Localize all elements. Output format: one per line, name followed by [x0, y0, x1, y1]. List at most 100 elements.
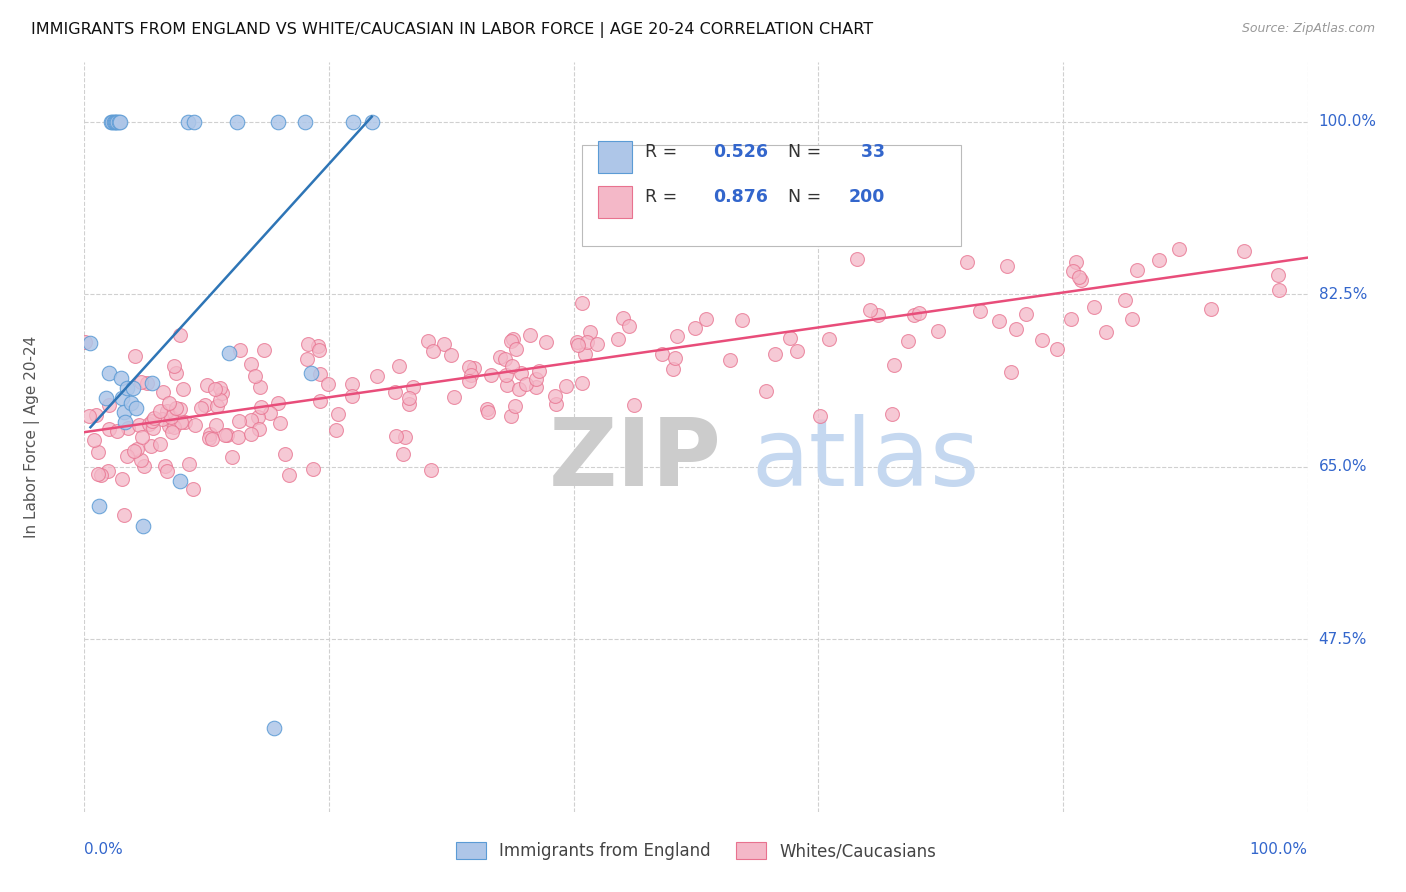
- Point: [214, 428, 236, 442]
- Point: [606, 332, 628, 346]
- Point: [295, 351, 318, 366]
- Point: [1069, 269, 1091, 284]
- Point: [162, 359, 184, 374]
- Point: [477, 402, 499, 417]
- Point: [586, 337, 609, 351]
- Point: [394, 429, 416, 443]
- Point: [149, 404, 172, 418]
- Point: [510, 366, 533, 380]
- Point: [183, 417, 205, 432]
- Point: [190, 401, 212, 416]
- Point: [226, 114, 249, 128]
- Point: [495, 368, 517, 382]
- Point: [152, 384, 174, 399]
- Point: [565, 334, 588, 349]
- Point: [664, 351, 686, 365]
- Point: [143, 410, 166, 425]
- Point: [1000, 365, 1022, 379]
- Point: [97, 464, 120, 478]
- Point: [174, 416, 197, 430]
- Point: [156, 403, 179, 417]
- Point: [1062, 264, 1084, 278]
- Point: [98, 422, 121, 436]
- Point: [245, 369, 267, 384]
- Point: [755, 384, 778, 398]
- Point: [217, 427, 239, 442]
- Point: [181, 483, 204, 497]
- Point: [1114, 293, 1136, 307]
- Point: [263, 721, 285, 735]
- Point: [172, 382, 194, 396]
- Point: [226, 430, 249, 444]
- Point: [1064, 255, 1087, 269]
- Point: [544, 397, 567, 411]
- Point: [79, 336, 101, 351]
- Point: [132, 459, 155, 474]
- Text: 100.0%: 100.0%: [1319, 114, 1376, 129]
- Point: [880, 407, 903, 421]
- Point: [623, 398, 645, 412]
- Point: [247, 422, 270, 436]
- Point: [169, 475, 191, 489]
- Point: [115, 381, 138, 395]
- Point: [240, 426, 263, 441]
- Point: [101, 114, 124, 128]
- Point: [131, 430, 153, 444]
- Point: [253, 343, 276, 358]
- Point: [97, 398, 120, 412]
- Point: [479, 368, 502, 382]
- Point: [524, 380, 547, 394]
- Point: [169, 328, 191, 343]
- Point: [125, 401, 148, 415]
- Point: [105, 114, 128, 128]
- Point: [416, 334, 439, 348]
- Point: [460, 368, 482, 382]
- Point: [122, 444, 145, 458]
- Text: 82.5%: 82.5%: [1319, 286, 1367, 301]
- Point: [141, 376, 163, 390]
- Point: [112, 405, 135, 419]
- Point: [1083, 301, 1105, 315]
- Point: [988, 313, 1011, 327]
- Point: [316, 376, 339, 391]
- Point: [859, 303, 882, 318]
- Point: [1060, 312, 1083, 326]
- Point: [83, 433, 105, 447]
- Text: 0.526: 0.526: [713, 144, 768, 161]
- Point: [250, 401, 273, 415]
- Point: [612, 311, 634, 326]
- Point: [477, 405, 499, 419]
- Point: [419, 463, 441, 477]
- Point: [494, 351, 516, 366]
- Point: [398, 396, 420, 410]
- Point: [779, 331, 801, 345]
- Point: [534, 334, 557, 349]
- Point: [496, 378, 519, 392]
- Point: [360, 114, 382, 128]
- Point: [104, 114, 127, 128]
- Point: [218, 346, 240, 360]
- FancyBboxPatch shape: [582, 145, 962, 246]
- Point: [1268, 284, 1291, 298]
- Point: [201, 432, 224, 446]
- Point: [575, 334, 598, 349]
- Point: [903, 308, 925, 322]
- Point: [665, 328, 688, 343]
- Point: [731, 313, 754, 327]
- Point: [115, 449, 138, 463]
- Text: 33: 33: [849, 144, 884, 161]
- Point: [519, 328, 541, 343]
- Text: N =: N =: [787, 188, 827, 206]
- Text: 65.0%: 65.0%: [1319, 459, 1367, 475]
- Point: [107, 425, 129, 439]
- Point: [340, 389, 363, 403]
- Point: [883, 358, 905, 372]
- Point: [132, 518, 155, 533]
- Point: [136, 376, 159, 390]
- Point: [211, 386, 233, 401]
- Text: Source: ZipAtlas.com: Source: ZipAtlas.com: [1241, 22, 1375, 36]
- Point: [100, 114, 122, 128]
- Point: [86, 467, 108, 481]
- Point: [229, 343, 252, 357]
- Point: [810, 409, 832, 424]
